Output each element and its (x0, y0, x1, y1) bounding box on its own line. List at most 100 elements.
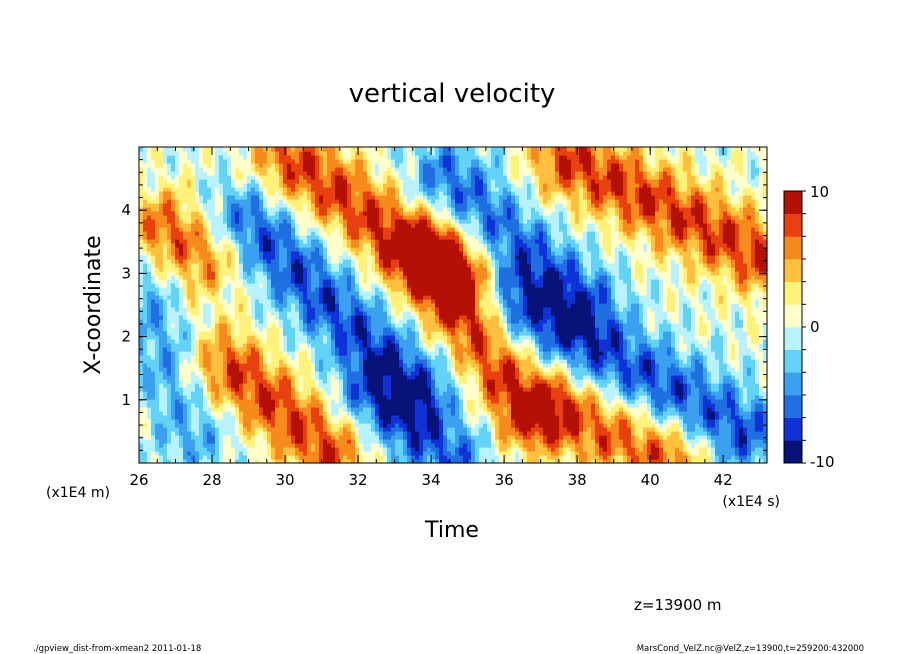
heatmap-cell (379, 443, 384, 448)
heatmap-cell (243, 291, 248, 296)
heatmap-cell (139, 179, 144, 184)
heatmap-cell (143, 199, 148, 204)
heatmap-cell (375, 395, 380, 400)
heatmap-cell (307, 227, 312, 232)
heatmap-cell (139, 251, 144, 256)
heatmap-cell (387, 207, 392, 212)
heatmap-cell (227, 287, 232, 292)
heatmap-cell (307, 295, 312, 300)
heatmap-cell (291, 211, 296, 216)
heatmap-cell (259, 391, 264, 396)
heatmap-cell (283, 299, 288, 304)
heatmap-cell (351, 295, 356, 300)
heatmap-cell (139, 243, 144, 248)
heatmap-cell (199, 291, 204, 296)
heatmap-cell (287, 179, 292, 184)
heatmap-cell (219, 391, 224, 396)
heatmap-cell (267, 315, 272, 320)
heatmap-cell (211, 283, 216, 288)
heatmap-cell (359, 151, 364, 156)
heatmap-cell (323, 283, 328, 288)
heatmap-cell (279, 319, 284, 324)
heatmap-cell (295, 383, 300, 388)
heatmap-cell (327, 255, 332, 260)
heatmap-cell (175, 303, 180, 308)
heatmap-cell (191, 331, 196, 336)
heatmap-cell (271, 215, 276, 220)
heatmap-cell (171, 291, 176, 296)
heatmap-cell (175, 403, 180, 408)
heatmap-cell (359, 239, 364, 244)
heatmap-cell (167, 303, 172, 308)
heatmap-cell (303, 391, 308, 396)
heatmap-cell (243, 175, 248, 180)
heatmap-cell (339, 211, 344, 216)
heatmap-cell (311, 239, 316, 244)
heatmap-cell (223, 327, 228, 332)
heatmap-cell (179, 319, 184, 324)
heatmap-cell (147, 391, 152, 396)
heatmap-cell (371, 259, 376, 264)
heatmap-cell (215, 215, 220, 220)
heatmap-cell (263, 219, 268, 224)
heatmap-cell (303, 315, 308, 320)
heatmap-cell (343, 295, 348, 300)
heatmap-cell (195, 395, 200, 400)
heatmap-cell (179, 311, 184, 316)
heatmap-cell (279, 247, 284, 252)
heatmap-cell (215, 383, 220, 388)
heatmap-cell (151, 191, 156, 196)
heatmap-cell (307, 311, 312, 316)
heatmap-cell (367, 455, 372, 460)
heatmap-cell (303, 271, 308, 276)
heatmap-cell (259, 411, 264, 416)
heatmap-cell (215, 175, 220, 180)
heatmap-cell (367, 319, 372, 324)
heatmap-cell (259, 459, 264, 464)
heatmap-cell (215, 311, 220, 316)
heatmap-cell (311, 383, 316, 388)
heatmap-cell (143, 159, 148, 164)
heatmap-cell (335, 235, 340, 240)
heatmap-cell (363, 415, 368, 420)
heatmap-cell (295, 327, 300, 332)
heatmap-cell (183, 303, 188, 308)
heatmap-cell (335, 455, 340, 460)
heatmap-cell (331, 339, 336, 344)
heatmap-cell (371, 403, 376, 408)
heatmap-cell (159, 331, 164, 336)
heatmap-cell (179, 403, 184, 408)
heatmap-cell (187, 247, 192, 252)
heatmap-cell (207, 263, 212, 268)
heatmap-cell (271, 175, 276, 180)
heatmap-cell (371, 443, 376, 448)
heatmap-cell (311, 167, 316, 172)
heatmap-cell (311, 415, 316, 420)
heatmap-cell (379, 379, 384, 384)
heatmap-cell (367, 335, 372, 340)
heatmap-cell (367, 175, 372, 180)
heatmap-cell (279, 339, 284, 344)
heatmap-cell (343, 299, 348, 304)
heatmap-cell (231, 155, 236, 160)
heatmap-cell (167, 447, 172, 452)
heatmap-cell (227, 363, 232, 368)
heatmap-cell (347, 195, 352, 200)
heatmap-cell (379, 283, 384, 288)
heatmap-cell (227, 379, 232, 384)
heatmap-cell (231, 239, 236, 244)
heatmap-cell (187, 199, 192, 204)
heatmap-cell (355, 343, 360, 348)
heatmap-cell (315, 187, 320, 192)
heatmap-cell (223, 167, 228, 172)
heatmap-cell (383, 407, 388, 412)
heatmap-cell (147, 235, 152, 240)
heatmap-cell (251, 355, 256, 360)
heatmap-cell (351, 223, 356, 228)
heatmap-cell (295, 147, 300, 152)
heatmap-cell (155, 359, 160, 364)
heatmap-cell (171, 223, 176, 228)
heatmap-cell (231, 151, 236, 156)
heatmap-cell (379, 299, 384, 304)
heatmap-cell (223, 243, 228, 248)
